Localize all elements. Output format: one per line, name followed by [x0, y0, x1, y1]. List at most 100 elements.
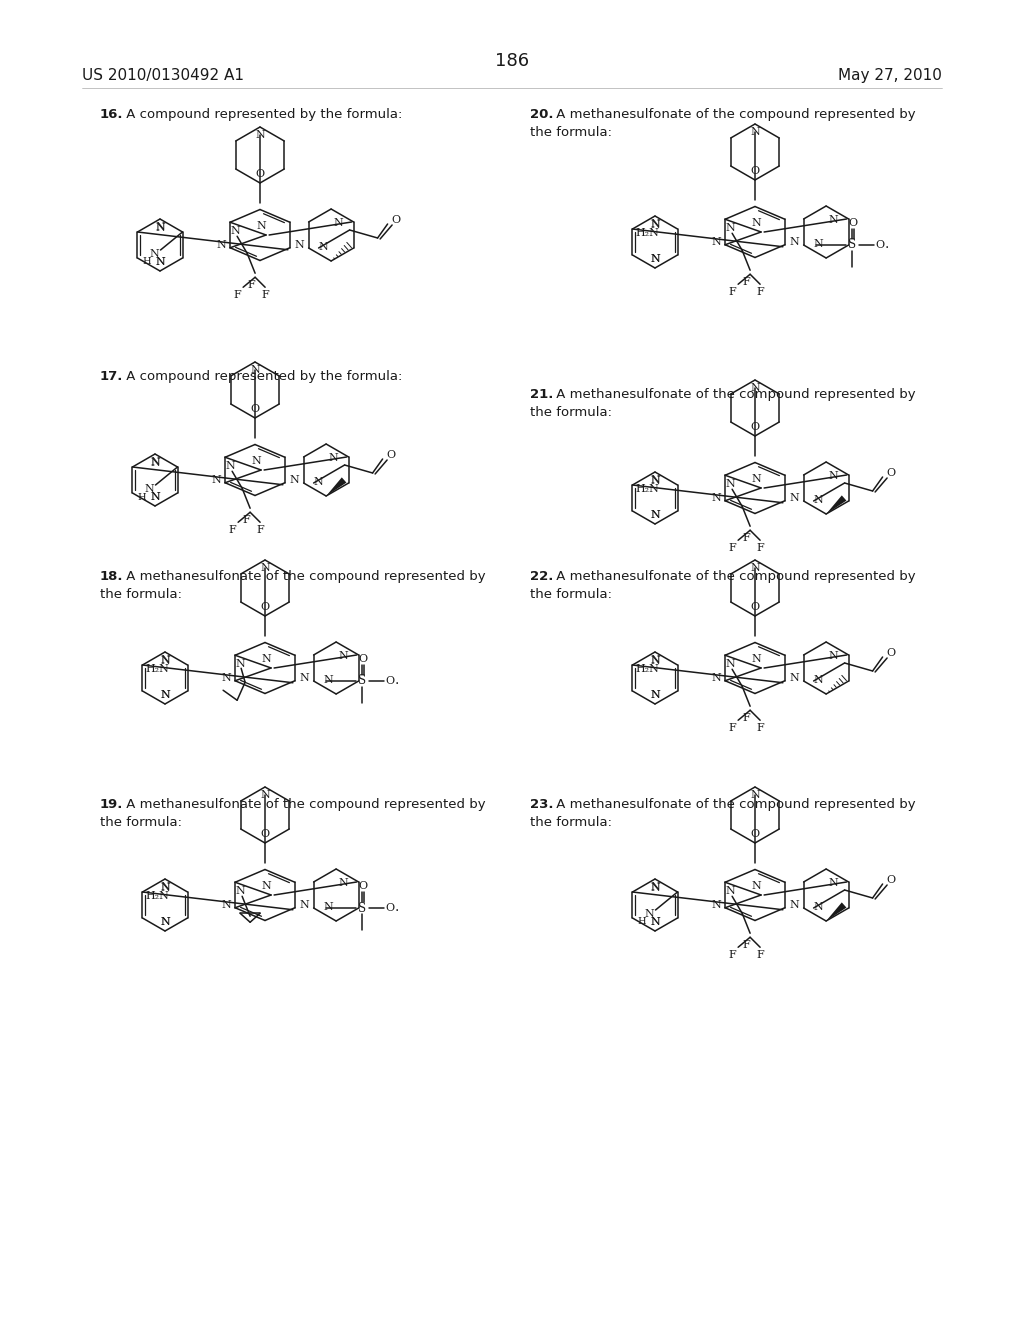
Text: the formula:: the formula:	[530, 816, 612, 829]
Text: N: N	[650, 253, 659, 264]
Text: O: O	[886, 469, 895, 478]
Text: H₂N: H₂N	[636, 228, 659, 238]
Text: N: N	[155, 257, 165, 267]
Text: N: N	[256, 220, 266, 231]
Text: O: O	[260, 829, 269, 840]
Text: N: N	[725, 659, 735, 669]
Text: N: N	[752, 880, 761, 891]
Text: O: O	[385, 903, 394, 913]
Text: N: N	[250, 366, 260, 375]
Text: the formula:: the formula:	[100, 816, 182, 829]
Text: N: N	[751, 127, 760, 137]
Text: F: F	[757, 723, 764, 733]
Text: N: N	[160, 917, 170, 927]
Text: N: N	[828, 878, 839, 888]
Text: N: N	[260, 564, 270, 573]
Text: N: N	[650, 690, 659, 700]
Text: N: N	[790, 900, 799, 909]
Text: 23.: 23.	[530, 799, 554, 810]
Text: N: N	[650, 510, 659, 520]
Text: N: N	[160, 882, 170, 892]
Text: F: F	[247, 280, 255, 290]
Text: N: N	[261, 653, 271, 664]
Polygon shape	[826, 495, 847, 513]
Text: N: N	[251, 455, 261, 466]
Text: A methanesulfonate of the compound represented by: A methanesulfonate of the compound repre…	[122, 799, 485, 810]
Text: .: .	[885, 238, 889, 251]
Text: F: F	[757, 950, 764, 960]
Text: H₂N: H₂N	[145, 664, 170, 675]
Text: N: N	[155, 257, 165, 267]
Text: N: N	[751, 789, 760, 800]
Text: N: N	[790, 492, 799, 503]
Text: 19.: 19.	[100, 799, 123, 810]
Text: N: N	[650, 475, 659, 484]
Text: F: F	[757, 544, 764, 553]
Text: O: O	[358, 653, 368, 664]
Text: A methanesulfonate of the compound represented by: A methanesulfonate of the compound repre…	[122, 570, 485, 583]
Text: N: N	[230, 226, 240, 236]
Text: O: O	[886, 648, 895, 657]
Text: N: N	[650, 882, 659, 892]
Text: N: N	[814, 239, 823, 249]
Text: O: O	[386, 450, 395, 459]
Text: N: N	[712, 900, 721, 909]
Text: N: N	[650, 917, 659, 927]
Text: N: N	[160, 656, 170, 667]
Text: N: N	[650, 883, 659, 894]
Text: A compound represented by the formula:: A compound represented by the formula:	[122, 370, 402, 383]
Text: N: N	[650, 253, 659, 264]
Text: N: N	[752, 474, 761, 484]
Text: N: N	[318, 242, 329, 252]
Text: N: N	[294, 240, 304, 249]
Text: A methanesulfonate of the compound represented by: A methanesulfonate of the compound repre…	[552, 388, 915, 401]
Text: .: .	[394, 900, 399, 913]
Text: A methanesulfonate of the compound represented by: A methanesulfonate of the compound repre…	[552, 570, 915, 583]
Text: F: F	[728, 288, 736, 297]
Text: N: N	[151, 458, 160, 469]
Text: F: F	[233, 290, 241, 300]
Text: 20.: 20.	[530, 108, 554, 121]
Text: H: H	[137, 492, 145, 502]
Text: N: N	[255, 129, 265, 140]
Text: N: N	[261, 880, 271, 891]
Text: N: N	[790, 236, 799, 247]
Text: 22.: 22.	[530, 570, 553, 583]
Text: N: N	[725, 886, 735, 896]
Text: N: N	[650, 917, 659, 927]
Text: O: O	[751, 602, 760, 612]
Text: O: O	[848, 218, 857, 228]
Text: O: O	[260, 602, 269, 612]
Text: N: N	[160, 655, 170, 665]
Text: N: N	[225, 461, 234, 471]
Text: O: O	[358, 880, 368, 891]
Text: N: N	[260, 789, 270, 800]
Text: F: F	[228, 525, 236, 535]
Text: N: N	[313, 477, 324, 487]
Text: F: F	[742, 940, 750, 950]
Text: N: N	[751, 564, 760, 573]
Polygon shape	[826, 903, 847, 921]
Text: N: N	[211, 475, 221, 484]
Text: US 2010/0130492 A1: US 2010/0130492 A1	[82, 69, 244, 83]
Text: N: N	[814, 675, 823, 685]
Text: N: N	[299, 673, 309, 682]
Text: N: N	[216, 240, 226, 249]
Text: N: N	[725, 223, 735, 234]
Text: N: N	[155, 222, 165, 232]
Text: H₂N: H₂N	[636, 484, 659, 494]
Text: N: N	[790, 673, 799, 682]
Text: N: N	[221, 673, 231, 682]
Text: N: N	[650, 220, 659, 230]
Polygon shape	[326, 478, 346, 496]
Text: F: F	[256, 525, 264, 535]
Text: N: N	[650, 690, 659, 700]
Text: O: O	[751, 829, 760, 840]
Text: N: N	[155, 223, 165, 234]
Text: 16.: 16.	[100, 108, 124, 121]
Text: the formula:: the formula:	[530, 125, 612, 139]
Text: N: N	[236, 659, 245, 669]
Text: F: F	[243, 515, 250, 525]
Text: N: N	[712, 673, 721, 682]
Text: S: S	[848, 239, 856, 252]
